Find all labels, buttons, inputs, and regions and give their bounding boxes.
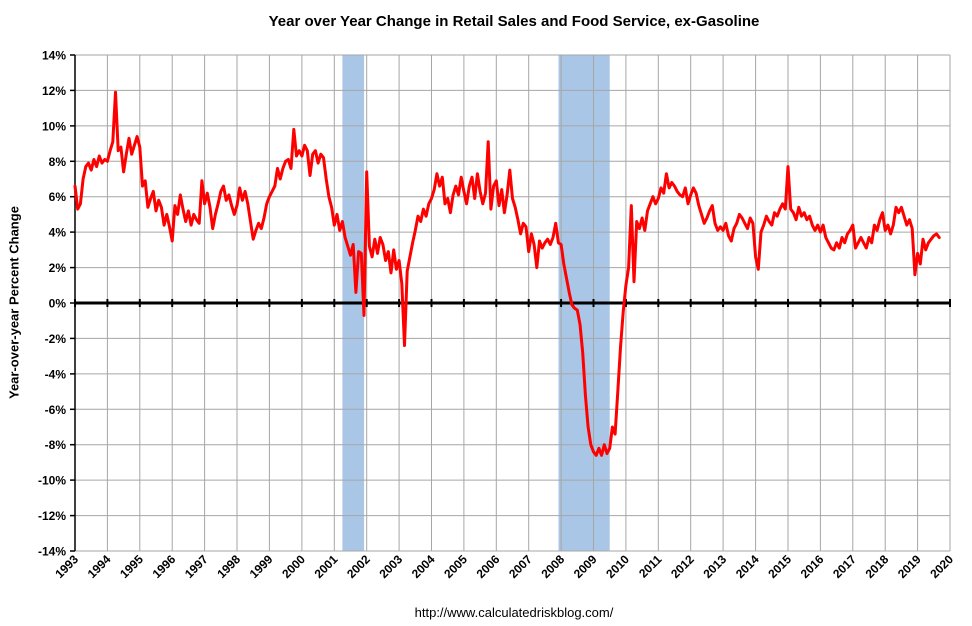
x-tick-label: 2004	[409, 552, 438, 581]
y-tick-label: 2%	[49, 261, 67, 275]
x-tick-label: 2000	[279, 552, 308, 581]
y-tick-label: 4%	[49, 226, 67, 240]
y-tick-label: 10%	[42, 119, 66, 133]
x-tick-label: 2003	[376, 552, 405, 581]
x-tick-label: 2009	[571, 552, 600, 581]
x-tick-label: 1995	[117, 552, 146, 581]
x-tick-label: 2020	[927, 552, 956, 581]
x-tick-label: 1994	[85, 552, 114, 581]
y-tick-label: -10%	[38, 474, 66, 488]
x-tick-label: 2011	[636, 552, 665, 581]
y-tick-label: 0%	[49, 297, 67, 311]
data-line	[73, 90, 941, 457]
y-tick-label: -8%	[45, 438, 67, 452]
x-tick-label: 2005	[441, 552, 470, 581]
x-tick-label: 2010	[603, 552, 632, 581]
y-tick-label: -14%	[38, 545, 66, 559]
x-tick-label: 1996	[150, 552, 179, 581]
y-tick-label: 14%	[42, 49, 66, 63]
x-tick-label: 2015	[765, 552, 794, 581]
y-tick-label: 12%	[42, 84, 66, 98]
x-tick-label: 1997	[182, 552, 211, 581]
y-tick-label: -6%	[45, 403, 67, 417]
x-tick-label: 1998	[214, 552, 243, 581]
x-tick-label: 2008	[538, 552, 567, 581]
x-tick-label: 2018	[863, 552, 892, 581]
x-tick-label: 2007	[506, 552, 535, 581]
x-tick-label: 2006	[474, 552, 503, 581]
y-tick-label: 8%	[49, 155, 67, 169]
y-tick-label: -4%	[45, 367, 67, 381]
y-tick-label: 6%	[49, 190, 67, 204]
x-tick-label: 2016	[798, 552, 827, 581]
chart-title: Year over Year Change in Retail Sales an…	[268, 13, 760, 30]
x-tick-label: 2012	[668, 552, 697, 581]
x-tick-label: 2002	[344, 552, 373, 581]
y-tick-label: -2%	[45, 332, 67, 346]
x-tick-label: 2013	[700, 552, 729, 581]
x-tick-label: 1999	[247, 552, 276, 581]
x-tick-label: 2001	[312, 552, 341, 581]
y-tick-label: -12%	[38, 509, 66, 523]
x-tick-label: 2017	[830, 552, 859, 581]
source-url: http://www.calculatedriskblog.com/	[414, 605, 614, 620]
x-tick-label: 2014	[733, 552, 762, 581]
x-tick-label: 2019	[895, 552, 924, 581]
